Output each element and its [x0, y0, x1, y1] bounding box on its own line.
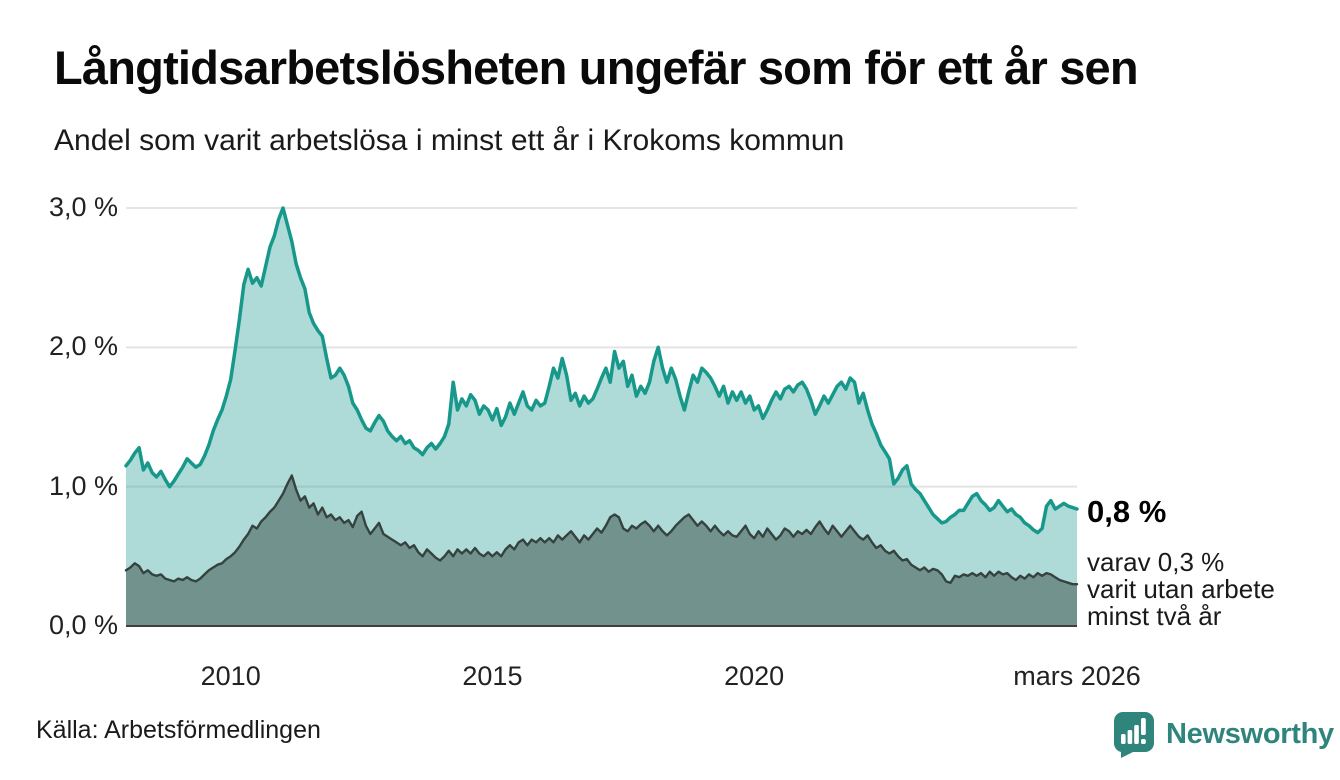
x-tick-label: 2010	[200, 661, 261, 691]
x-tick-label: 2015	[462, 661, 523, 691]
x-tick-label: mars 2026	[1013, 661, 1141, 691]
y-tick-label: 0,0 %	[48, 610, 118, 640]
series-1-line	[124, 206, 1079, 535]
series-2-line	[124, 474, 1079, 586]
end-note-line-3: minst två år	[1087, 601, 1222, 631]
y-tick-label: 3,0 %	[48, 192, 118, 222]
y-tick-label: 1,0 %	[48, 470, 118, 501]
newsworthy-chart-bubble-icon	[1113, 712, 1154, 758]
end-note-line-1: varav 0,3 %	[1087, 547, 1225, 577]
end-note-line-2: varit utan arbete	[1087, 574, 1275, 604]
chart-title: Långtidsarbetslösheten ungefär som för e…	[54, 41, 1139, 94]
series2-end-note: varav 0,3 % varit utan arbete minst två …	[1087, 549, 1275, 630]
newsworthy-wordmark: Newsworthy	[1166, 717, 1334, 750]
source-text: Källa: Arbetsförmedlingen	[36, 716, 321, 744]
series-2-area	[126, 475, 1077, 626]
chart-subtitle: Andel som varit arbetslösa i minst ett å…	[54, 124, 845, 157]
y-tick-label: 2,0 %	[48, 331, 118, 362]
newsworthy-logo: Newsworthy	[1112, 710, 1334, 758]
series1-end-value-label: 0,8 %	[1087, 494, 1167, 529]
x-tick-label: 2020	[724, 661, 785, 691]
